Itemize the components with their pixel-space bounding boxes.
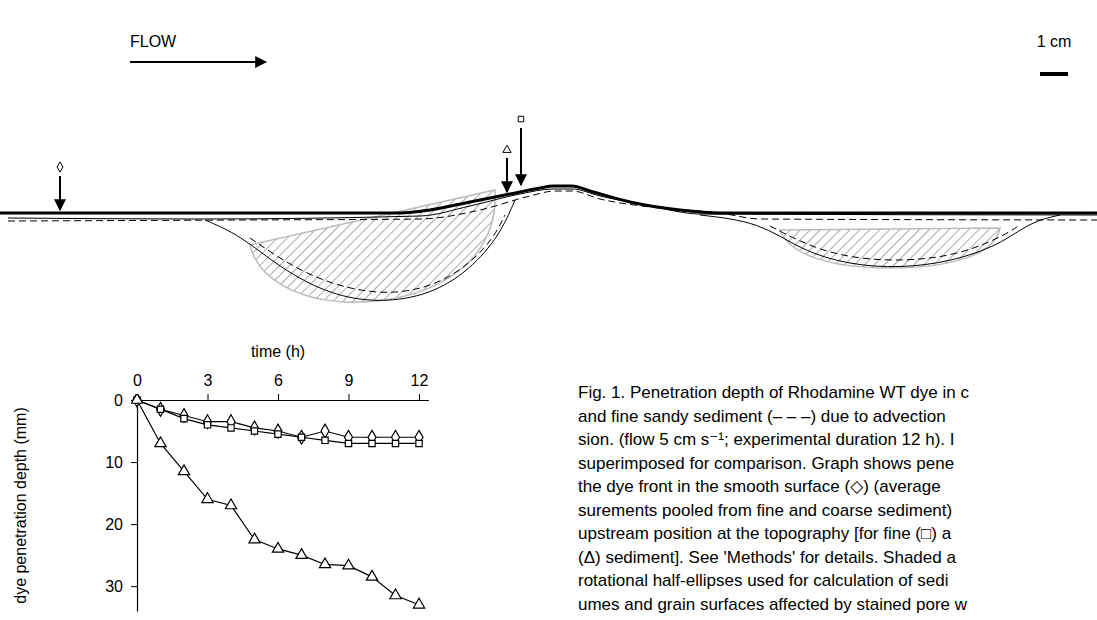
data-point [275,431,281,437]
caption-line: Fig. 1. Penetration depth of Rhodamine W… [578,383,969,402]
scale-bar [1040,72,1068,76]
position-symbol [518,116,523,121]
flow-label: FLOW [130,33,177,50]
caption-line: umes and grain surfaces affected by stai… [578,595,968,614]
data-point [204,415,212,429]
data-point [390,589,401,599]
x-tick-label: 6 [274,372,283,389]
data-point [392,440,398,446]
y-tick: 10 [105,454,137,471]
series-line [137,400,419,443]
y-tick-label: 20 [105,516,123,533]
x-tick: 12 [411,372,429,400]
caption-line: (Δ) sediment]. See 'Methods' for details… [578,548,956,567]
data-point [180,409,188,423]
data-point [413,598,424,608]
data-point [204,422,210,428]
half-ellipse [250,190,495,302]
data-point [298,430,306,444]
caption-line: surements pooled from fine and coarse se… [578,501,952,520]
coarse-dye-front [700,215,1060,267]
y-tick: 30 [105,578,137,595]
fine-dye-front [250,215,505,292]
caption-line: the dye front in the smooth surface (◇) … [578,477,941,496]
data-point [366,570,377,580]
data-point [369,440,375,446]
series-line [137,400,419,437]
data-point [296,549,307,559]
caption-line: rotational half-ellipses used for calcul… [578,571,948,590]
position-symbol [503,145,511,152]
x-tick: 3 [204,372,213,400]
y-tick-label: 10 [105,454,123,471]
x-tick: 9 [345,372,354,400]
position-arrow [520,128,522,185]
x-tick-label: 9 [345,372,354,389]
y-tick-label: 0 [114,392,123,409]
data-point [178,465,189,475]
data-point [181,415,187,421]
x-tick-label: 12 [411,372,429,389]
coarse-dye-front [205,200,515,300]
y-axis-line [137,401,138,612]
data-point [202,493,213,503]
position-symbol [57,162,63,172]
data-point [225,499,236,509]
data-point [272,542,283,552]
data-point [321,424,329,438]
x-tick: 6 [274,372,283,400]
chart: 0 3 6 9 12 0 10 20 30 time (h) dye penetration dep… [12,343,429,612]
data-point [322,437,328,443]
y-axis: 0 10 20 30 [105,392,137,612]
x-tick-label: 0 [133,372,142,389]
y-tick: 20 [105,516,137,533]
data-point [319,558,330,568]
data-point [131,394,142,403]
y-tick-mark [131,524,137,525]
x-axis-title: time (h) [251,343,305,360]
figure: FLOW 1 cm 0 3 6 9 12 0 10 20 30 time (h) dye penetra… [0,0,1097,620]
x-tick-mark [349,394,350,400]
series-line [137,400,419,605]
data-point [345,440,351,446]
data-point [416,440,422,446]
data-point [157,406,163,412]
data-point [249,533,260,543]
position-arrow [506,158,508,192]
caption-line: sion. (flow 5 cm s⁻¹; experimental durat… [578,430,955,449]
x-axis: 0 3 6 9 12 [133,372,429,401]
flow-arrow [130,61,266,63]
data-point [228,425,234,431]
x-tick-mark [419,394,420,400]
y-axis-title: dye penetration depth (mm) [12,407,29,604]
sediment-diagram: FLOW 1 cm [0,33,1097,302]
caption-line: upstream position at the topography [for… [578,524,952,543]
sediment-surface [0,186,1097,213]
caption-line: superimposed for comparison. Graph shows… [578,454,954,473]
y-tick-label: 30 [105,578,123,595]
data-point [343,559,354,569]
plot-area [131,394,424,608]
data-point [155,437,166,447]
data-point [251,428,257,434]
data-point [298,434,304,440]
half-ellipse [780,228,1000,268]
data-point [274,424,282,438]
x-axis-line [138,400,429,401]
x-tick-label: 3 [204,372,213,389]
scale-label: 1 cm [1037,33,1072,50]
position-arrow [59,176,61,210]
caption: Fig. 1. Penetration depth of Rhodamine W… [578,383,969,614]
y-tick-mark [131,586,137,587]
caption-line: and fine sandy sediment (– – –) due to a… [578,407,946,426]
y-tick-mark [131,462,137,463]
fine-surface [8,191,1097,221]
x-tick-mark [278,394,279,400]
x-tick-mark [208,394,209,400]
data-point [251,421,259,435]
fine-dye-front [770,225,1020,260]
data-point [157,402,165,416]
